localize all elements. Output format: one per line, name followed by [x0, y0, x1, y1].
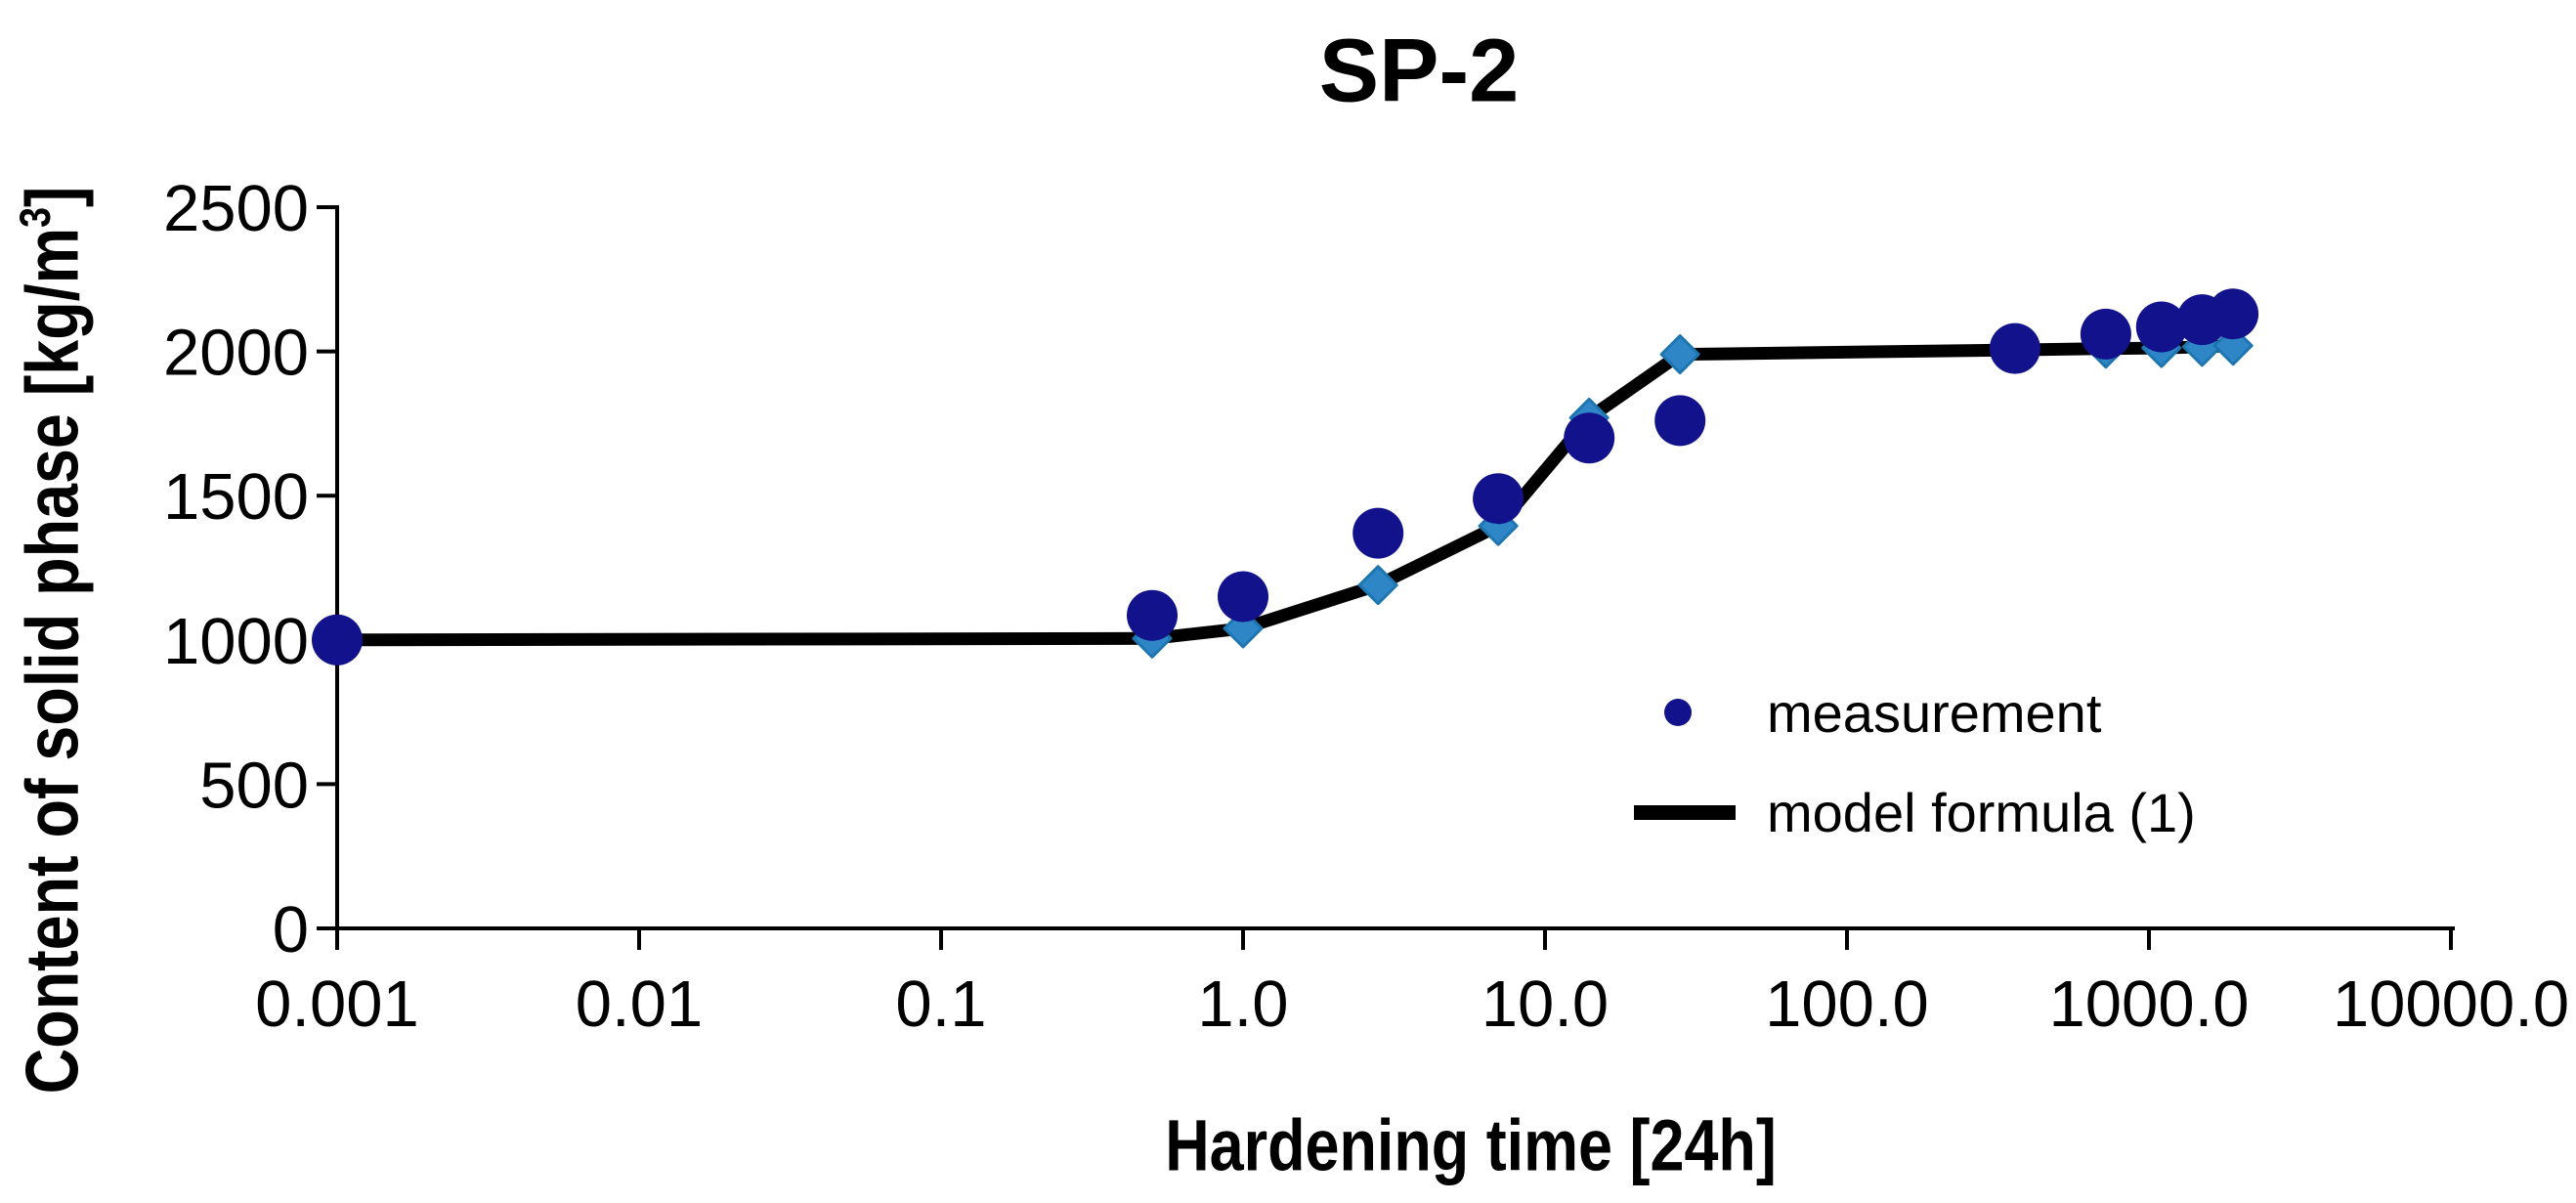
x-tick-label: 0.1	[895, 967, 986, 1041]
measurement-dot-icon	[1664, 699, 1692, 726]
model-diamond-marker	[1357, 565, 1398, 606]
x-tick-label: 100.0	[1765, 967, 1929, 1041]
y-tick-label: 1000	[163, 605, 309, 678]
legend-label-measurement: measurement	[1767, 681, 2102, 744]
x-tick-label: 10.0	[1481, 967, 1609, 1041]
x-axis-title: Hardening time [24h]	[1165, 1104, 1777, 1186]
legend-marker-box	[1634, 699, 1767, 726]
measurement-point	[1564, 412, 1615, 464]
legend-label-model: model formula (1)	[1767, 781, 2196, 843]
x-tick-label: 0.001	[255, 967, 419, 1041]
measurement-point	[1473, 473, 1524, 525]
measurement-point	[1127, 589, 1178, 641]
measurement-point	[2208, 288, 2259, 340]
x-tick-label: 1.0	[1197, 967, 1288, 1041]
legend-item-measurement: measurement	[1634, 678, 2196, 747]
y-tick-label: 500	[199, 749, 309, 822]
y-tick-label: 1500	[163, 460, 309, 534]
measurement-point	[1989, 322, 2040, 374]
legend: measurement model formula (1)	[1634, 678, 2196, 846]
measurement-point	[2080, 308, 2131, 360]
y-tick-label: 2000	[163, 317, 309, 390]
model-curve	[336, 339, 2234, 647]
legend-marker-box	[1634, 804, 1767, 820]
y-tick-label: 2500	[163, 172, 309, 245]
legend-item-model: model formula (1)	[1634, 778, 2196, 846]
model-line-icon	[1634, 804, 1736, 820]
y-tick-label: 0	[273, 893, 309, 967]
measurement-point	[1654, 395, 1706, 447]
model-diamond-marker	[1659, 334, 1700, 375]
x-tick-label: 0.01	[576, 967, 703, 1041]
measurement-point	[1352, 507, 1404, 559]
x-tick-label: 10000.0	[2333, 967, 2569, 1041]
chart-title: SP-2	[1318, 21, 1520, 121]
x-tick-label: 1000.0	[2049, 967, 2250, 1041]
measurement-point	[312, 614, 363, 666]
measurement-point	[1218, 571, 1268, 623]
measurement-point	[2135, 301, 2187, 353]
